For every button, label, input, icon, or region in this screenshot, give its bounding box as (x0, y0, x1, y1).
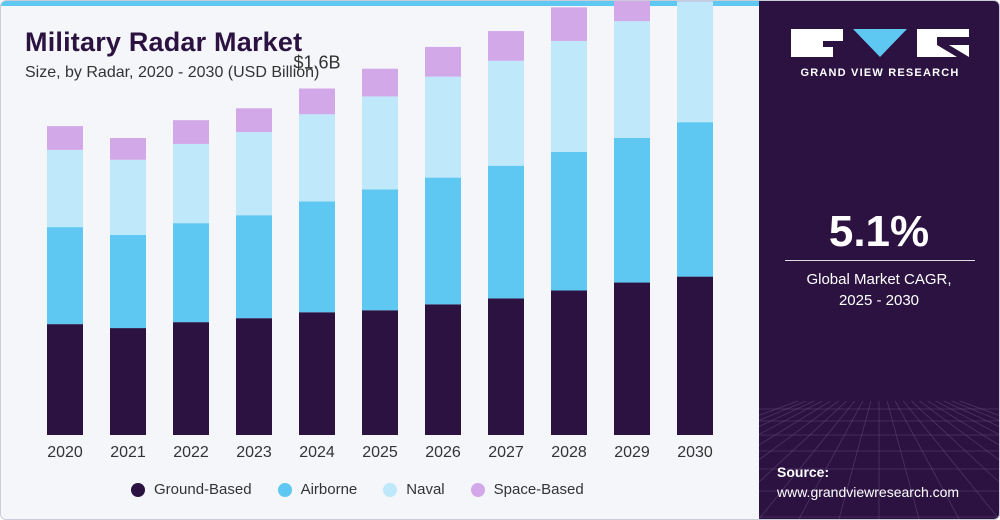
bar-airborne-2023 (236, 215, 272, 319)
bar-space-based-2026 (425, 46, 461, 77)
chart-legend: Ground-Based Airborne Naval Space-Based (131, 481, 610, 498)
stacked-bar-chart: 2020 2021 2022 2023 2024 $1.6B 2025 2026 2027 202… (47, 1, 713, 461)
brand-name: GRAND VIEW RESEARCH (800, 67, 960, 79)
x-tick-label: 2029 (614, 444, 650, 461)
x-tick-label: 2025 (362, 444, 398, 461)
chart-panel: Military Radar Market Size, by Radar, 20… (1, 1, 759, 519)
legend-item-ground-based: Ground-Based (131, 481, 252, 498)
bar-airborne-2020 (47, 227, 83, 325)
x-tick-label: 2024 (299, 444, 335, 461)
legend-swatch (383, 482, 398, 497)
bar-ground-based-2020 (47, 324, 83, 435)
top-accent-bar (1, 1, 759, 6)
legend-label: Airborne (300, 481, 358, 498)
bar-airborne-2025 (362, 189, 398, 311)
source-label: Source: (777, 464, 830, 480)
bar-naval-2025 (362, 96, 398, 190)
bar-naval-2024 (299, 114, 335, 202)
bar-naval-2027 (488, 60, 524, 166)
x-tick-label: 2027 (488, 444, 524, 461)
cagr-label: Global Market CAGR, 2025 - 2030 (759, 269, 999, 311)
legend-swatch (277, 482, 292, 497)
bar-airborne-2030 (677, 122, 713, 277)
cagr-label-line2: 2025 - 2030 (838, 292, 920, 309)
bar-space-based-2023 (236, 108, 272, 133)
bar-naval-2022 (173, 143, 209, 224)
x-tick-label: 2020 (47, 444, 83, 461)
x-tick-label: 2021 (110, 444, 146, 461)
bar-airborne-2021 (110, 235, 146, 329)
bar-naval-2029 (614, 21, 650, 138)
bar-naval-2023 (236, 132, 272, 216)
bar-naval-2020 (47, 149, 83, 228)
bar-ground-based-2030 (677, 276, 713, 435)
bar-ground-based-2022 (173, 322, 209, 435)
bar-ground-based-2023 (236, 318, 272, 435)
cagr-value: 5.1% (828, 207, 930, 256)
x-tick-label: 2026 (425, 444, 461, 461)
bar-ground-based-2028 (551, 290, 587, 435)
x-tick-label: 2030 (677, 444, 713, 461)
info-sidebar: GRAND VIEW RESEARCH 5.1% Global Market C… (759, 1, 999, 519)
bar-space-based-2027 (488, 31, 524, 61)
bar-space-based-2021 (110, 138, 146, 160)
bar-space-based-2022 (173, 120, 209, 144)
bar-ground-based-2024 (299, 312, 335, 435)
x-tick-label: 2022 (173, 444, 209, 461)
bar-airborne-2027 (488, 165, 524, 299)
bar-airborne-2028 (551, 151, 587, 291)
bar-space-based-2024 (299, 88, 335, 115)
legend-item-space-based: Space-Based (470, 481, 584, 498)
bar-airborne-2026 (425, 177, 461, 305)
bar-space-based-2020 (47, 126, 83, 150)
chart-subtitle: Size, by Radar, 2020 - 2030 (USD Billion… (25, 64, 320, 81)
bar-naval-2021 (110, 159, 146, 236)
brand-logo-icon (791, 29, 969, 57)
legend-swatch (131, 482, 145, 497)
bar-airborne-2029 (614, 138, 650, 283)
legend-item-airborne: Airborne (277, 481, 358, 498)
bar-airborne-2022 (173, 223, 209, 323)
bar-ground-based-2025 (362, 310, 398, 435)
bar-ground-based-2029 (614, 282, 650, 435)
bar-naval-2026 (425, 76, 461, 178)
bar-ground-based-2027 (488, 298, 524, 435)
cagr-divider (785, 260, 975, 261)
legend-label: Space-Based (493, 481, 584, 498)
cagr-label-line1: Global Market CAGR, (806, 271, 952, 288)
bar-space-based-2028 (551, 7, 587, 41)
bar-naval-2028 (551, 40, 587, 152)
bar-ground-based-2026 (425, 304, 461, 435)
bar-naval-2030 (677, 1, 713, 123)
x-tick-label: 2023 (236, 444, 272, 461)
data-label-annotation: $1.6B (293, 53, 340, 73)
bar-airborne-2024 (299, 201, 335, 313)
legend-label: Ground-Based (154, 481, 252, 498)
bar-ground-based-2021 (110, 328, 146, 435)
chart-title: Military Radar Market (25, 27, 303, 57)
x-tick-label: 2028 (551, 444, 587, 461)
bar-space-based-2029 (614, 1, 650, 22)
legend-item-naval: Naval (383, 481, 445, 498)
bar-space-based-2025 (362, 68, 398, 97)
decorative-grid-graphic (759, 401, 999, 519)
legend-label: Naval (406, 481, 445, 498)
source-url[interactable]: www.grandviewresearch.com (777, 484, 960, 500)
legend-swatch (470, 482, 485, 497)
